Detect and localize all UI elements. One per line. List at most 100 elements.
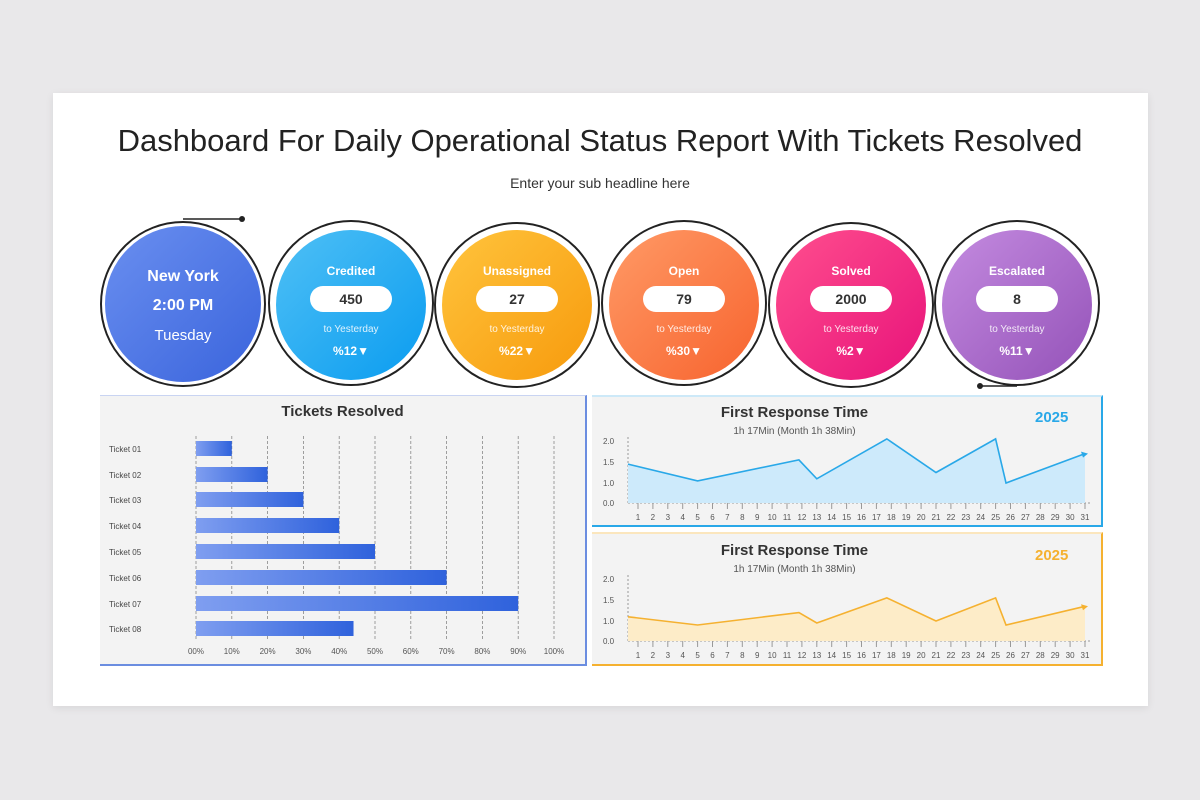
bar-ticket-08 xyxy=(196,621,354,636)
chart-title: First Response Time xyxy=(720,404,869,421)
day: Tuesday xyxy=(154,327,212,344)
kpi-note: to Yesterday xyxy=(823,324,879,335)
chart-subtitle: 1h 17Min (Month 1h 38Min) xyxy=(733,426,856,437)
x-tick-label: 16 xyxy=(857,651,866,660)
bar-ticket-07 xyxy=(196,596,519,611)
kpi-circle-unassigned: Unassigned 27 to Yesterday %22▼ xyxy=(442,230,592,380)
arrow-head-icon xyxy=(1081,451,1088,458)
chart-title: Tickets Resolved xyxy=(281,403,404,420)
x-tick-label: 3 xyxy=(666,513,671,522)
y-tick-label: 2.0 xyxy=(603,575,615,584)
x-tick-label: 8 xyxy=(740,513,745,522)
response-time-panel-2: First Response Time 1h 17Min (Month 1h 3… xyxy=(592,532,1103,666)
x-tick-label: 90% xyxy=(510,647,526,656)
y-tick-label: Ticket 01 xyxy=(109,445,142,454)
bar-ticket-02 xyxy=(196,467,268,482)
y-tick-label: Ticket 04 xyxy=(109,522,142,531)
ring-outline xyxy=(100,221,266,387)
x-tick-label: 9 xyxy=(755,513,760,522)
x-tick-label: 15 xyxy=(842,651,851,660)
chart-title: First Response Time xyxy=(720,542,869,559)
kpi-value: 27 xyxy=(476,286,558,312)
kpi-circle-escalated: Escalated 8 to Yesterday %11▼ xyxy=(942,230,1092,380)
x-tick-label: 1 xyxy=(636,651,641,660)
x-tick-label: 17 xyxy=(872,513,881,522)
arrow-head-icon xyxy=(1081,604,1088,611)
bar-ticket-04 xyxy=(196,518,340,533)
x-tick-label: 27 xyxy=(1021,651,1030,660)
kpi-value: 450 xyxy=(310,286,392,312)
x-tick-label: 10 xyxy=(768,651,777,660)
ring-outline xyxy=(768,222,934,388)
page-title: Dashboard For Daily Operational Status R… xyxy=(117,123,1083,158)
kpi-change: %12▼ xyxy=(333,344,369,358)
x-tick-label: 4 xyxy=(680,651,685,660)
y-tick-label: Ticket 08 xyxy=(109,625,142,634)
x-tick-label: 11 xyxy=(783,651,792,660)
page-subtitle: Enter your sub headline here xyxy=(510,175,690,191)
x-tick-label: 24 xyxy=(976,651,985,660)
kpi-label: Unassigned xyxy=(482,264,551,278)
kpi-value: 2000 xyxy=(810,286,892,312)
kpi-value: 79 xyxy=(643,286,725,312)
x-tick-label: 80% xyxy=(474,647,490,656)
x-tick-label: 18 xyxy=(887,513,896,522)
x-tick-label: 11 xyxy=(783,513,792,522)
y-tick-label: 2.0 xyxy=(603,437,615,446)
x-tick-label: 2 xyxy=(651,651,656,660)
x-tick-label: 13 xyxy=(812,651,821,660)
x-tick-label: 7 xyxy=(725,513,730,522)
x-tick-label: 28 xyxy=(1036,651,1045,660)
x-tick-label: 1 xyxy=(636,513,641,522)
x-tick-label: 70% xyxy=(439,647,455,656)
x-tick-label: 7 xyxy=(725,651,730,660)
x-tick-label: 31 xyxy=(1081,513,1090,522)
x-tick-label: 28 xyxy=(1036,513,1045,522)
x-tick-label: 12 xyxy=(797,513,806,522)
x-tick-label: 15 xyxy=(842,513,851,522)
year-label: 2025 xyxy=(1035,547,1069,564)
y-tick-label: Ticket 07 xyxy=(109,600,142,609)
kpi-note: to Yesterday xyxy=(656,324,712,335)
bar-ticket-05 xyxy=(196,544,375,559)
bar-ticket-06 xyxy=(196,570,447,585)
y-tick-label: Ticket 05 xyxy=(109,548,142,557)
y-tick-label: Ticket 02 xyxy=(109,471,142,480)
x-tick-label: 14 xyxy=(827,513,836,522)
y-tick-label: 0.0 xyxy=(603,637,615,646)
x-tick-label: 20% xyxy=(260,647,276,656)
kpi-note: to Yesterday xyxy=(489,324,545,335)
x-tick-label: 23 xyxy=(961,651,970,660)
x-tick-label: 12 xyxy=(797,651,806,660)
x-tick-label: 23 xyxy=(961,513,970,522)
kpi-label: Escalated xyxy=(988,264,1046,278)
x-tick-label: 22 xyxy=(946,651,955,660)
x-tick-label: 22 xyxy=(946,513,955,522)
x-tick-label: 31 xyxy=(1081,651,1090,660)
x-tick-label: 20 xyxy=(917,513,926,522)
x-tick-label: 8 xyxy=(740,651,745,660)
x-tick-label: 20 xyxy=(917,651,926,660)
x-tick-label: 18 xyxy=(887,651,896,660)
series-line xyxy=(627,437,1086,485)
time: 2:00 PM xyxy=(152,297,214,314)
chart-subtitle: 1h 17Min (Month 1h 38Min) xyxy=(733,564,856,575)
ring-outline xyxy=(268,220,434,386)
y-tick-label: 1.0 xyxy=(603,617,615,626)
kpi-value: 8 xyxy=(976,286,1058,312)
x-tick-label: 5 xyxy=(695,651,700,660)
kpi-label: Open xyxy=(668,264,700,278)
x-tick-label: 6 xyxy=(710,513,715,522)
x-tick-label: 50% xyxy=(367,647,383,656)
x-tick-label: 19 xyxy=(902,513,911,522)
kpi-change: %2▼ xyxy=(836,344,866,358)
kpi-label: Credited xyxy=(326,264,376,278)
area-fill xyxy=(628,438,1085,503)
y-tick-label: 1.5 xyxy=(603,596,615,605)
y-tick-label: Ticket 03 xyxy=(109,496,142,505)
x-tick-label: 19 xyxy=(902,651,911,660)
x-tick-label: 29 xyxy=(1051,651,1060,660)
x-tick-label: 17 xyxy=(872,651,881,660)
series-line xyxy=(627,596,1086,626)
city: New York xyxy=(147,268,219,285)
